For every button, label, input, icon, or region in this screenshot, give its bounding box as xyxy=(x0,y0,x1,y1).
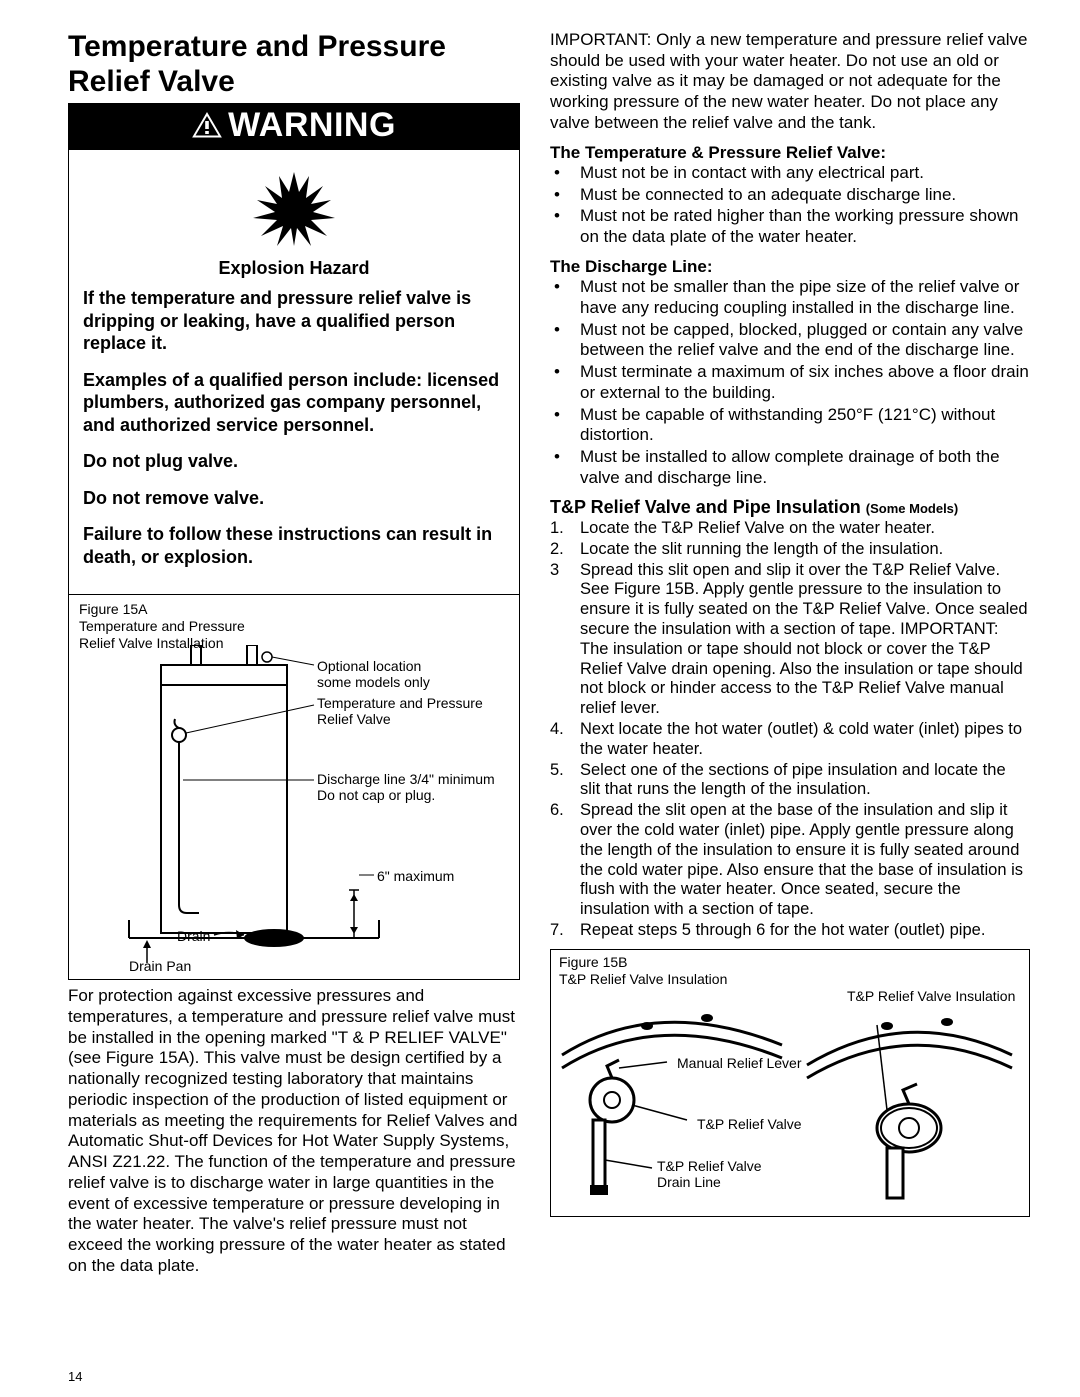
warning-header: WARNING xyxy=(69,104,519,150)
fig-b-line2: T&P Relief Valve Insulation xyxy=(559,971,727,987)
warning-p1: If the temperature and pressure relief v… xyxy=(83,287,503,355)
label-optional: Optional location some models only xyxy=(317,658,457,690)
warning-box: WARNING Explosion Hazard If the temperat… xyxy=(68,103,520,595)
warning-p3: Do not plug valve. xyxy=(83,450,503,473)
tprv-b3: Must not be rated higher than the workin… xyxy=(580,206,1030,247)
discharge-heading: The Discharge Line: xyxy=(550,256,1030,277)
label-b-lever: Manual Relief Lever xyxy=(677,1055,817,1071)
explosion-icon xyxy=(69,150,519,257)
tprv-b1: Must not be in contact with any electric… xyxy=(580,163,924,184)
figure-15b-caption: Figure 15B T&P Relief Valve Insulation xyxy=(559,954,1021,989)
warning-body: If the temperature and pressure relief v… xyxy=(69,287,519,594)
step-2: Locate the slit running the length of th… xyxy=(580,540,943,560)
label-sixmax: 6" maximum xyxy=(377,868,477,884)
step-3: Spread this slit open and slip it over t… xyxy=(580,561,1030,719)
page-number: 14 xyxy=(68,1369,82,1385)
insulation-heading-small: (Some Models) xyxy=(866,501,958,516)
warning-p2: Examples of a qualified person include: … xyxy=(83,369,503,437)
alert-triangle-icon xyxy=(192,112,222,138)
d-b4: Must be capable of withstanding 250°F (1… xyxy=(580,405,1030,446)
tprv-b2: Must be connected to an adequate dischar… xyxy=(580,185,956,206)
fig-b-line1: Figure 15B xyxy=(559,954,627,970)
right-intro: IMPORTANT: Only a new temperature and pr… xyxy=(550,30,1030,134)
label-b-drainline: T&P Relief Valve Drain Line xyxy=(657,1158,787,1190)
left-paragraph: For protection against excessive pressur… xyxy=(68,986,520,1276)
fig-a-line1: Figure 15A xyxy=(79,601,147,617)
label-tprv: Temperature and Pressure Relief Valve xyxy=(317,695,487,727)
tprv-bullet-list: •Must not be in contact with any electri… xyxy=(550,163,1030,248)
warning-p5: Failure to follow these instructions can… xyxy=(83,523,503,568)
hazard-title: Explosion Hazard xyxy=(69,257,519,280)
warning-p4: Do not remove valve. xyxy=(83,487,503,510)
figure-15b-diagram xyxy=(557,990,1027,1210)
discharge-bullet-list: •Must not be smaller than the pipe size … xyxy=(550,277,1030,488)
step-5: Select one of the sections of pipe insul… xyxy=(580,761,1030,801)
figure-15b: Figure 15B T&P Relief Valve Insulation xyxy=(550,949,1030,1217)
d-b1: Must not be smaller than the pipe size o… xyxy=(580,277,1030,318)
figure-15a-caption: Figure 15A Temperature and Pressure Reli… xyxy=(79,601,509,651)
d-b2: Must not be capped, blocked, plugged or … xyxy=(580,320,1030,361)
step-7: Repeat steps 5 through 6 for the hot wat… xyxy=(580,921,985,941)
tprv-heading: The Temperature & Pressure Relief Valve: xyxy=(550,142,1030,163)
page-title: Temperature and Pressure Relief Valve xyxy=(68,30,520,99)
fig-a-line2: Temperature and Pressure xyxy=(79,618,245,634)
label-discharge: Discharge line 3/4" minimum Do not cap o… xyxy=(317,771,507,803)
d-b3: Must terminate a maximum of six inches a… xyxy=(580,362,1030,403)
label-drain: Drain xyxy=(177,928,210,944)
label-b-insulation: T&P Relief Valve Insulation xyxy=(847,988,1017,1004)
insulation-steps: 1.Locate the T&P Relief Valve on the wat… xyxy=(550,519,1030,941)
warning-header-text: WARNING xyxy=(228,104,396,147)
step-4: Next locate the hot water (outlet) & col… xyxy=(580,720,1030,760)
label-drainpan: Drain Pan xyxy=(129,958,191,974)
figure-15a: Figure 15A Temperature and Pressure Reli… xyxy=(68,595,520,980)
label-b-valve: T&P Relief Valve xyxy=(697,1116,827,1132)
step-1: Locate the T&P Relief Valve on the water… xyxy=(580,519,935,539)
d-b5: Must be installed to allow complete drai… xyxy=(580,447,1030,488)
step-6: Spread the slit open at the base of the … xyxy=(580,801,1030,920)
insulation-heading: T&P Relief Valve and Pipe Insulation (So… xyxy=(550,496,1030,519)
insulation-heading-main: T&P Relief Valve and Pipe Insulation xyxy=(550,497,861,517)
